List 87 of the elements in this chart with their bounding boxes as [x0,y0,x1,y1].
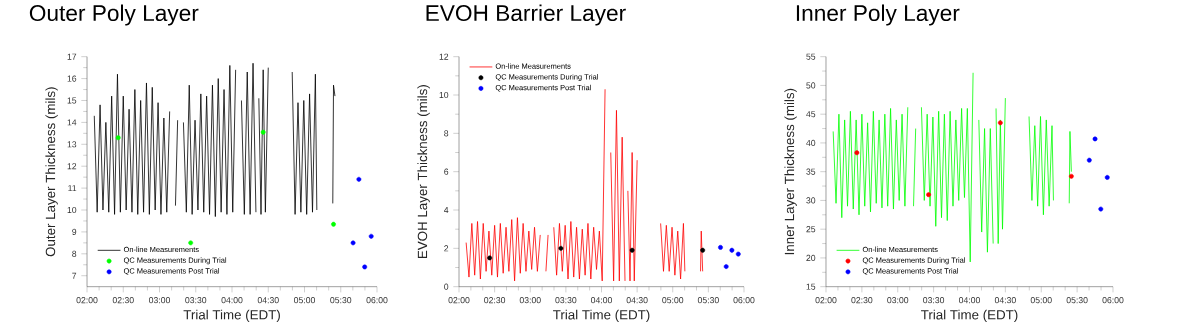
x-tick-label: 05:00 [294,297,316,304]
x-tick-label: 02:00 [448,297,470,304]
y-tick-label: 4 [444,207,449,214]
point [723,264,729,270]
point [629,248,635,253]
chart-title: Inner Poly Layer [796,4,960,26]
y-tick-label: 15 [806,283,816,290]
x-tick-label: 03:30 [555,297,577,304]
y-tick-label: 12 [439,53,449,60]
chart-title: EVOH Barrier Layer [426,4,626,26]
point [1098,206,1104,212]
y-tick-label: 7 [72,272,77,279]
y-tick-label: 8 [444,130,449,137]
y-tick-label: 9 [72,229,77,236]
x-tick-label: 04:30 [994,297,1016,304]
x-tick-label: 06:00 [366,297,388,304]
x-axis-title: Trial Time (EDT) [921,309,1018,323]
point [368,234,374,239]
point [558,246,564,251]
x-tick-label: 03:00 [519,297,541,304]
x-tick-label: 02:00 [76,297,98,304]
point [350,240,356,246]
y-tick-label: 15 [67,97,77,104]
point [718,245,723,250]
point [188,240,194,246]
y-tick-label: 14 [67,119,77,126]
y-tick-label: 40 [806,140,816,147]
y-tick-label: 35 [806,168,816,175]
point [362,264,368,270]
x-tick-label: 02:00 [815,297,837,304]
y-tick-label: 10 [67,207,77,214]
x-tick-label: 02:30 [112,297,134,304]
x-tick-label: 06:00 [1102,297,1124,304]
point [926,192,931,198]
point [1092,136,1098,142]
x-tick-label: 05:00 [662,297,684,304]
point [356,177,362,182]
point [997,120,1003,126]
y-tick-label: 17 [67,53,77,60]
x-tick-label: 05:30 [330,297,352,304]
y-axis-title: Inner Layer Thickness (mils) [784,88,797,255]
point [729,248,735,253]
x-tick-label: 04:30 [257,297,279,304]
x-tick-label: 04:30 [626,297,648,304]
point [735,251,741,257]
point [115,135,121,141]
point [1104,175,1110,180]
x-tick-label: 06:00 [733,297,755,304]
x-tick-label: 04:00 [221,297,243,304]
y-tick-label: 20 [806,255,816,262]
x-tick-label: 04:00 [590,297,612,304]
y-tick-label: 30 [806,197,816,204]
x-tick-label: 05:00 [1030,297,1052,304]
y-tick-label: 25 [806,226,816,233]
x-axis-title: Trial Time (EDT) [183,309,280,323]
x-tick-label: 03:00 [149,297,171,304]
x-tick-label: 03:30 [923,297,945,304]
y-tick-label: 55 [806,53,816,60]
point [1068,174,1074,179]
x-tick-label: 03:00 [887,297,909,304]
x-axis-title: Trial Time (EDT) [553,309,650,323]
point [487,255,493,261]
y-tick-label: 16 [67,75,77,82]
y-tick-label: 45 [806,111,816,118]
point [1086,157,1092,163]
y-tick-label: 0 [444,283,449,290]
x-tick-label: 02:30 [484,297,506,304]
point [854,150,860,156]
y-tick-label: 10 [439,92,449,99]
y-axis-title: EVOH Layer Thickness (mils) [417,85,430,259]
y-tick-label: 6 [444,168,449,175]
chart-title: Outer Poly Layer [29,4,199,26]
x-tick-label: 02:30 [851,297,873,304]
x-tick-label: 03:30 [185,297,207,304]
y-tick-label: 11 [68,185,77,192]
y-axis-title: Outer Layer Thickness (mils) [45,87,58,257]
y-tick-label: 2 [444,245,449,252]
x-tick-label: 05:30 [697,297,719,304]
point [700,248,706,253]
x-tick-label: 04:00 [958,297,980,304]
y-tick-label: 8 [72,250,77,258]
point [331,222,336,227]
y-tick-label: 50 [806,82,816,89]
x-tick-label: 05:30 [1066,297,1088,304]
point [260,130,266,135]
y-tick-label: 13 [67,141,77,148]
y-tick-label: 12 [67,163,77,170]
